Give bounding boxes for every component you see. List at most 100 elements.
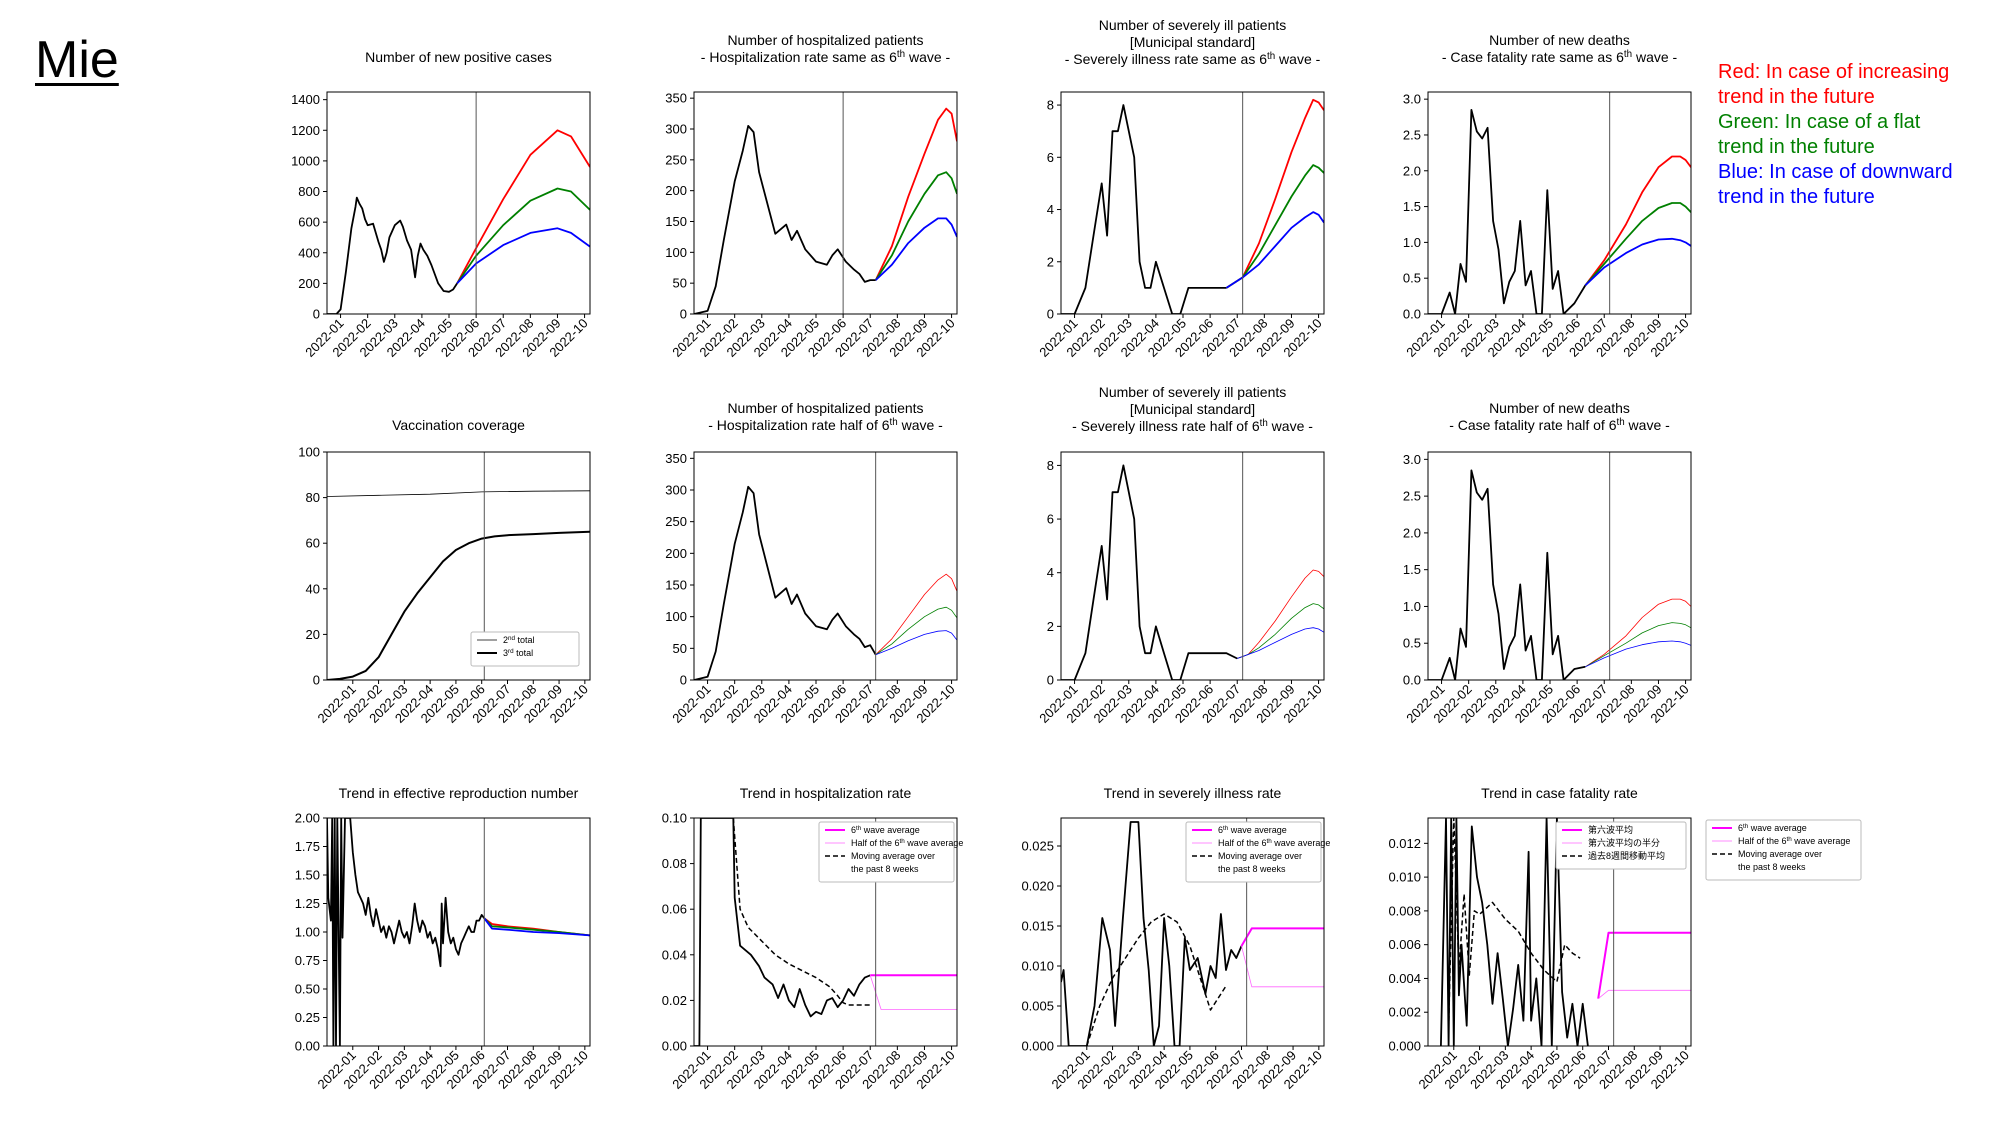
legend-label: 2nd total bbox=[503, 635, 535, 646]
series-line bbox=[694, 818, 871, 1046]
y-tick-label: 1400 bbox=[291, 92, 320, 107]
plot-frame bbox=[1427, 91, 1692, 315]
chart-reproduction-number: Trend in effective reproduction number 0.… bbox=[295, 785, 591, 1092]
y-tick-label: 50 bbox=[673, 276, 687, 291]
legend-red-line-1: Red: In case of increasing bbox=[1718, 61, 1950, 83]
chart-title: [Municipal standard] bbox=[1130, 401, 1255, 417]
chart-title: Trend in hospitalization rate bbox=[740, 785, 912, 801]
y-tick-label: 1.75 bbox=[295, 839, 320, 854]
y-tick-label: 200 bbox=[298, 276, 320, 291]
y-tick-label: 0.015 bbox=[1021, 919, 1054, 934]
series-line bbox=[875, 630, 957, 656]
y-tick-label: 200 bbox=[665, 546, 687, 561]
plot-frame bbox=[693, 817, 958, 1047]
y-tick-label: 1.00 bbox=[295, 925, 320, 940]
legend-label: 6th wave average bbox=[1218, 825, 1287, 836]
legend-box bbox=[1555, 821, 1687, 870]
series-line bbox=[1584, 155, 1691, 286]
chart-title: - Case fatality rate same as 6th wave - bbox=[1442, 49, 1678, 66]
legend-label: Half of the 6th wave average bbox=[851, 838, 963, 849]
y-tick-label: 1.0 bbox=[1403, 235, 1421, 250]
series-line bbox=[1428, 469, 1586, 680]
series-line bbox=[869, 975, 957, 1010]
y-tick-label: 0.00 bbox=[295, 1039, 320, 1054]
series-line bbox=[1225, 98, 1324, 289]
chart-title: Trend in severely illness rate bbox=[1104, 785, 1282, 801]
legend-label: 第六波平均 bbox=[1588, 824, 1633, 835]
y-tick-label: 0.005 bbox=[1021, 999, 1054, 1014]
legend-label: 第六波平均の半分 bbox=[1588, 837, 1660, 848]
series-line bbox=[1225, 164, 1324, 289]
y-tick-label: 2.0 bbox=[1403, 163, 1421, 178]
y-tick-label: 8 bbox=[1047, 98, 1054, 113]
y-tick-label: 0 bbox=[313, 673, 320, 688]
y-tick-label: 0.006 bbox=[1388, 937, 1421, 952]
y-tick-label: 0.002 bbox=[1388, 1005, 1421, 1020]
series-line bbox=[1237, 603, 1324, 659]
chart-new-positive-cases: Number of new positive cases 0 200 400 600 80… bbox=[291, 49, 591, 360]
legend-label: 過去8週間移動平均 bbox=[1588, 850, 1665, 861]
y-tick-label: 0.000 bbox=[1021, 1039, 1054, 1054]
y-tick-label: 3.0 bbox=[1403, 92, 1421, 107]
y-tick-label: 0.75 bbox=[295, 953, 320, 968]
series-line bbox=[874, 107, 957, 281]
y-tick-label: 20 bbox=[306, 627, 320, 642]
y-tick-label: 0.008 bbox=[1388, 903, 1421, 918]
series-line bbox=[327, 196, 458, 314]
y-tick-label: 800 bbox=[298, 184, 320, 199]
series-line bbox=[1225, 211, 1324, 289]
plot-frame bbox=[326, 451, 591, 681]
chart-title: - Severely illness rate half of 6th wave… bbox=[1072, 418, 1313, 435]
plot-frame bbox=[1060, 451, 1325, 681]
legend-green-line-1: Green: In case of a flat bbox=[1718, 111, 1921, 133]
y-tick-label: 250 bbox=[665, 514, 687, 529]
y-tick-label: 1000 bbox=[291, 153, 320, 168]
chart-hospitalized-half: Number of hospitalized patients- Hospita… bbox=[665, 400, 957, 726]
series-line bbox=[875, 573, 957, 655]
y-tick-label: 0.0 bbox=[1403, 673, 1421, 688]
y-tick-label: 6 bbox=[1047, 150, 1054, 165]
chart-title: - Case fatality rate half of 6th wave - bbox=[1449, 417, 1670, 434]
plot-frame bbox=[1060, 91, 1325, 315]
y-tick-label: 300 bbox=[665, 483, 687, 498]
series-line bbox=[1585, 622, 1691, 668]
y-tick-label: 2.0 bbox=[1403, 525, 1421, 540]
chart-vaccination-coverage: Vaccination coverage0204060801002022-012… bbox=[298, 417, 591, 726]
chart-title: Number of hospitalized patients bbox=[727, 400, 923, 416]
series-line bbox=[327, 530, 590, 680]
chart-title: Trend in effective reproduction number bbox=[339, 785, 579, 801]
y-tick-label: 60 bbox=[306, 536, 320, 551]
series-line bbox=[1447, 818, 1581, 1030]
y-tick-label: 6 bbox=[1047, 512, 1054, 527]
legend-box bbox=[470, 631, 580, 667]
y-tick-label: 150 bbox=[665, 214, 687, 229]
chart-title: [Municipal standard] bbox=[1130, 34, 1255, 50]
series-line bbox=[1237, 569, 1324, 659]
legend-label: 3rd total bbox=[503, 648, 533, 659]
y-tick-label: 2 bbox=[1047, 254, 1054, 269]
plot-frame bbox=[1427, 451, 1692, 681]
chart-title: Number of severely ill patients bbox=[1099, 17, 1287, 33]
y-tick-label: 0.000 bbox=[1388, 1039, 1421, 1054]
chart-new-deaths-6th: Number of new deaths- Case fatality rate… bbox=[1403, 32, 1692, 360]
series-line bbox=[1240, 927, 1324, 947]
y-tick-label: 0.010 bbox=[1388, 870, 1421, 885]
chart-severely-ill-6th: Number of severely ill patients[Municipa… bbox=[1036, 17, 1324, 360]
y-tick-label: 3.0 bbox=[1403, 452, 1421, 467]
legend-box bbox=[1185, 821, 1322, 883]
series-line bbox=[875, 606, 957, 656]
y-tick-label: 400 bbox=[298, 245, 320, 260]
chart-case-fatality-rate: Trend in case fatality rate 0.000 0.002 0.0… bbox=[1388, 785, 1862, 1092]
y-tick-label: 0 bbox=[680, 673, 687, 688]
y-tick-label: 8 bbox=[1047, 458, 1054, 473]
y-tick-label: 2.00 bbox=[295, 811, 320, 826]
y-tick-label: 4 bbox=[1047, 202, 1054, 217]
y-tick-label: 1.0 bbox=[1403, 599, 1421, 614]
y-tick-label: 0.25 bbox=[295, 1010, 320, 1025]
y-tick-label: 0 bbox=[1047, 673, 1054, 688]
chart-title: Number of severely ill patients bbox=[1099, 384, 1287, 400]
series-line bbox=[1061, 821, 1243, 1046]
legend-red-line-2: trend in the future bbox=[1718, 86, 1875, 108]
y-tick-label: 100 bbox=[298, 445, 320, 460]
